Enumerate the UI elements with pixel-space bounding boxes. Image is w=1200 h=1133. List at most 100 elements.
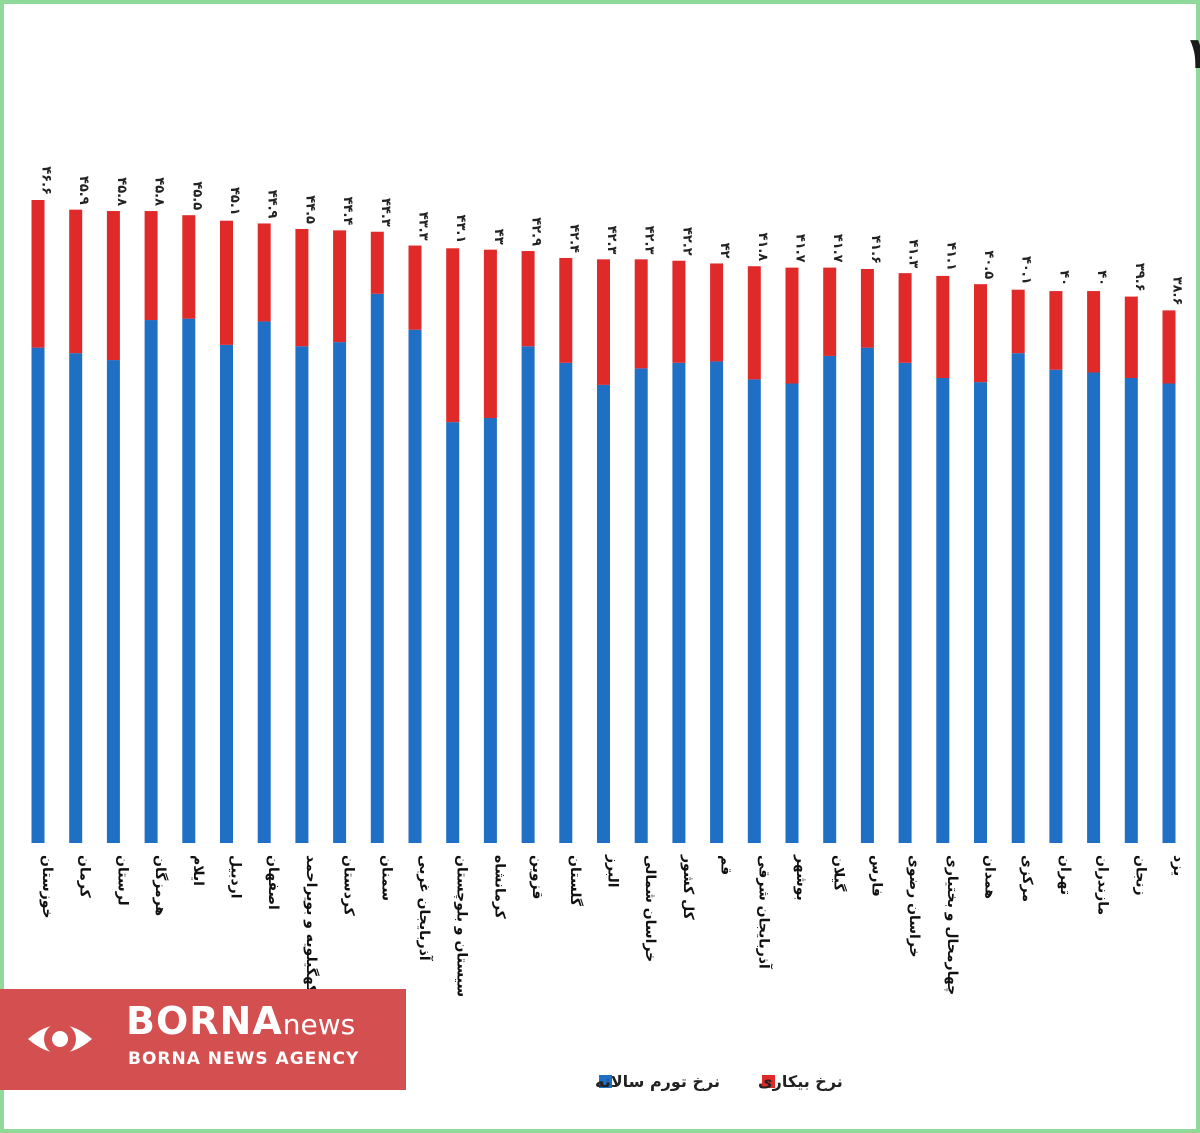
category-label: قم bbox=[718, 855, 734, 875]
bar-unemployment bbox=[559, 257, 573, 363]
bar-inflation bbox=[1087, 372, 1101, 843]
category-label: کرمان bbox=[77, 855, 93, 899]
bar-inflation bbox=[898, 362, 912, 843]
bar-inflation bbox=[446, 422, 460, 843]
value-label: ۴۴.۹ bbox=[265, 190, 280, 219]
category-labels-group: خوزستان کرمان لرستان هرمزگان ایلام اردبیل اصفه… bbox=[39, 854, 1186, 997]
borna-name: BORNAnews bbox=[126, 999, 355, 1047]
bar-unemployment bbox=[634, 259, 648, 369]
bar-inflation bbox=[747, 379, 761, 843]
chart-title: شاخص فلاکت به تفکیک استان ها در پایان به… bbox=[1184, 28, 1200, 79]
value-label: ۴۰.۱ bbox=[1019, 256, 1034, 285]
bar-inflation bbox=[1049, 369, 1063, 843]
value-label: ۴۱.۸ bbox=[755, 232, 770, 261]
bar-unemployment bbox=[597, 259, 610, 385]
category-label: زنجان bbox=[1132, 855, 1148, 896]
bar-unemployment bbox=[1087, 291, 1101, 373]
bar-inflation bbox=[257, 321, 271, 843]
value-label: ۴۴.۳ bbox=[378, 198, 393, 227]
value-label: ۴۲.۹ bbox=[529, 217, 544, 246]
category-label: گیلان bbox=[831, 855, 848, 892]
bar-unemployment bbox=[521, 251, 535, 347]
legend: نرخ تورم سالانه نرخ بیکاری bbox=[595, 1072, 843, 1091]
bar-inflation bbox=[823, 355, 837, 843]
value-label: ۴۵.۵ bbox=[189, 181, 204, 210]
legend-swatch-unemployment bbox=[762, 1075, 775, 1088]
category-label: کهگیلویه و بویراحمد bbox=[303, 855, 320, 994]
bar-unemployment bbox=[860, 268, 874, 348]
bar-inflation bbox=[295, 346, 309, 843]
bar-inflation bbox=[1162, 383, 1176, 843]
bar-inflation bbox=[220, 344, 233, 843]
bar-unemployment bbox=[747, 266, 761, 380]
value-label: ۴۵.۸ bbox=[152, 177, 167, 206]
bar-unemployment bbox=[785, 267, 799, 384]
value-label: ۴۵.۹ bbox=[76, 176, 91, 205]
value-label: ۴۱.۷ bbox=[793, 234, 808, 263]
value-labels-group: ۴۶.۶ ۴۵.۹ ۴۵.۸ ۴۵.۸ ۴۵.۵ ۴۵.۱ ۴۴.۹ ۴۴.۵ ۴۴.۴ ۴۴.۳… bbox=[39, 166, 1185, 306]
bar-unemployment bbox=[823, 267, 837, 356]
bar-inflation bbox=[1011, 353, 1025, 843]
category-label: آذربایجان شرقی bbox=[755, 855, 773, 970]
bar-unemployment bbox=[483, 249, 497, 419]
bars-group bbox=[31, 200, 1176, 844]
bar-unemployment bbox=[672, 260, 686, 363]
bar-unemployment bbox=[710, 263, 724, 362]
bar-unemployment bbox=[1011, 289, 1025, 354]
value-label: ۴۲ bbox=[717, 243, 732, 259]
category-label: لرستان bbox=[114, 855, 130, 906]
value-label: ۴۲.۳ bbox=[604, 226, 619, 255]
value-label: ۴۲.۲ bbox=[679, 227, 694, 256]
borna-brand: BORNA bbox=[126, 999, 283, 1043]
bar-inflation bbox=[521, 346, 535, 843]
bar-unemployment bbox=[898, 273, 912, 363]
value-label: ۴۳ bbox=[491, 229, 506, 245]
category-label: سیستان و بلوچستان bbox=[454, 855, 470, 997]
bar-inflation bbox=[408, 329, 422, 843]
category-label: یزد bbox=[1170, 855, 1186, 876]
bar-unemployment bbox=[1124, 296, 1138, 378]
category-label: خراسان رضوی bbox=[906, 855, 922, 958]
value-label: ۴۴.۴ bbox=[340, 197, 355, 226]
bar-unemployment bbox=[106, 211, 120, 361]
value-label: ۴۰.۵ bbox=[981, 250, 996, 279]
category-label: هرمزگان bbox=[152, 855, 169, 916]
bar-inflation bbox=[974, 382, 987, 843]
bar-unemployment bbox=[333, 230, 347, 343]
bar-inflation bbox=[106, 360, 120, 843]
bar-inflation bbox=[31, 347, 45, 843]
value-label: ۴۵.۱ bbox=[227, 187, 242, 216]
category-label: کردستان bbox=[341, 855, 357, 917]
bar-unemployment bbox=[1162, 310, 1176, 384]
category-label: چهارمحال و بختیاری bbox=[944, 855, 960, 995]
value-label: ۳۹.۶ bbox=[1132, 263, 1147, 292]
category-label: تهران bbox=[1057, 855, 1073, 895]
value-label: ۴۶.۶ bbox=[39, 166, 54, 195]
value-label: ۴۰ bbox=[1056, 270, 1071, 286]
bar-unemployment bbox=[257, 223, 271, 322]
value-label: ۴۱.۳ bbox=[906, 239, 921, 268]
borna-agency: BORNA NEWS AGENCY bbox=[128, 1049, 360, 1069]
category-label: کرمانشاه bbox=[491, 855, 507, 920]
legend-label-inflation: نرخ تورم سالانه bbox=[595, 1072, 720, 1091]
bar-inflation bbox=[144, 320, 158, 844]
value-label: ۴۰ bbox=[1094, 270, 1109, 286]
bar-unemployment bbox=[370, 231, 384, 294]
value-label: ۴۱.۷ bbox=[830, 234, 845, 263]
bar-unemployment bbox=[936, 275, 950, 378]
category-label: فارس bbox=[868, 855, 884, 897]
bar-inflation bbox=[1124, 377, 1138, 843]
bar-unemployment bbox=[408, 245, 422, 330]
bar-inflation bbox=[936, 377, 950, 843]
bar-unemployment bbox=[974, 284, 987, 383]
bar-unemployment bbox=[31, 200, 45, 348]
bar-inflation bbox=[785, 383, 799, 843]
category-label: اردبیل bbox=[228, 855, 244, 899]
bar-inflation bbox=[559, 362, 573, 843]
bar-inflation bbox=[672, 362, 686, 843]
bar-inflation bbox=[69, 353, 83, 843]
value-label: ۳۸.۶ bbox=[1170, 277, 1185, 306]
value-label: ۴۳.۱ bbox=[453, 215, 468, 244]
category-label: البرز bbox=[605, 854, 621, 888]
